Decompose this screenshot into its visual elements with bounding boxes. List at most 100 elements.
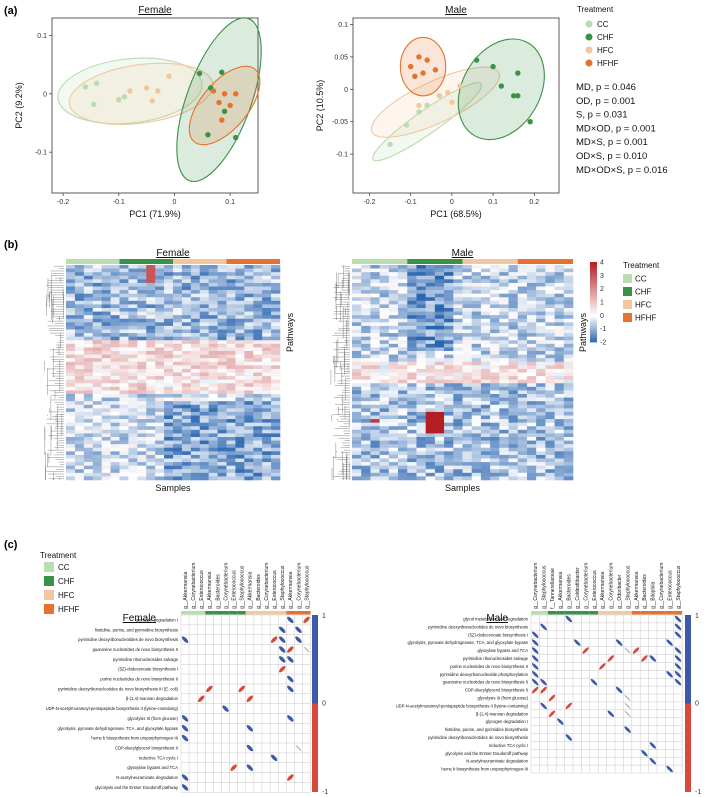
heat-cell [155,311,165,316]
heat-cell [217,265,227,269]
heat-cell [526,351,537,355]
heat-cell [155,411,165,416]
heat-cell [453,411,463,416]
heat-cell [508,386,519,391]
heat-cell [407,447,417,452]
heat-cell [453,401,463,406]
heat-cell [226,315,236,320]
heat-cell [137,268,147,273]
heat-cell [526,293,537,298]
taxon-label: g__Enterococcus [231,570,237,609]
heat-cell [101,383,111,388]
heat-cell [508,401,519,406]
heat-cell [545,408,555,413]
heat-cell [253,354,263,359]
heat-cell [244,394,254,398]
heat-cell [253,279,263,284]
heat-cell [526,365,537,370]
heat-cell [235,325,245,330]
heat-cell [155,451,165,456]
heat-cell [526,419,537,423]
heat-cell [83,404,94,409]
heat-cell [66,447,76,452]
heat-cell [379,472,390,477]
heat-cell [271,311,281,316]
heat-cell [490,476,500,481]
heat-cell [453,322,463,327]
heat-cell [101,454,111,459]
heat-cell [217,390,227,395]
heat-cell [119,404,129,409]
heat-cell [271,282,281,287]
heat-cell [226,465,236,470]
heat-cell [370,372,380,377]
heat-cell [235,472,245,477]
heat-cell [490,325,500,330]
correlation-mark [303,646,310,653]
heat-cell [370,315,380,320]
heat-cell [173,311,183,316]
heat-cell [545,422,555,427]
colorbar-step [590,292,597,295]
heat-cell [398,343,408,348]
heat-cell [453,268,463,273]
group-bar-hfhf [673,611,683,615]
heat-cell [444,397,454,402]
heat-cell [379,272,390,277]
heat-cell [526,340,537,345]
pathway-label: reductive TCA cycle I [489,743,528,748]
heat-cell [434,386,445,391]
correlation-mark [573,639,581,646]
heat-cell [536,465,546,470]
heat-cell [92,401,102,406]
heat-cell [66,397,76,402]
heat-cell [74,397,85,402]
pathway-label: histidine, purine, and pyrimidine biosyn… [95,627,178,632]
heat-cell [379,376,390,380]
heat-cell [490,282,500,287]
heat-cell [190,265,201,269]
heat-cell [262,444,272,449]
heat-cell [110,272,120,277]
heat-cell [398,444,408,449]
heat-cell [517,433,528,438]
heat-cell [146,440,156,445]
heat-cell [388,465,399,470]
heat-cell [526,315,537,320]
heat-cell [407,300,417,305]
heat-cell [137,404,147,409]
heat-cell [110,422,120,427]
heat-cell [388,293,399,298]
heat-cell [508,265,519,269]
heat-cell [508,454,519,459]
heat-cell [462,372,473,377]
heat-cell [508,311,519,316]
heat-cell [517,429,528,434]
colorbar-step [590,274,597,276]
taxon-label: g__Staphylococcus [541,565,547,609]
heat-cell [190,386,201,391]
correlation-mark [287,656,294,663]
legend-label-b-hfhf: HFHF [635,314,656,323]
heat-cell [425,308,436,312]
heat-cell [379,429,390,434]
heat-cell [128,437,138,441]
heat-cell [444,372,454,377]
taxon-label: g__Akkermansia [634,572,640,609]
colorbar-step [590,300,597,303]
heat-cell [92,426,102,431]
correlation-mark [222,705,229,712]
heat-cell [253,343,263,348]
heat-cell [235,286,245,291]
heat-cell [398,411,408,416]
heat-cell [137,336,147,341]
heat-cell [499,351,509,355]
heat-cell [181,458,192,463]
heat-cell [462,347,473,352]
heat-cell [425,311,436,316]
heat-cell [361,333,371,337]
heat-cell [137,433,147,438]
heat-cell [74,415,85,420]
heat-cell [471,343,482,348]
heat-cell [101,272,111,277]
